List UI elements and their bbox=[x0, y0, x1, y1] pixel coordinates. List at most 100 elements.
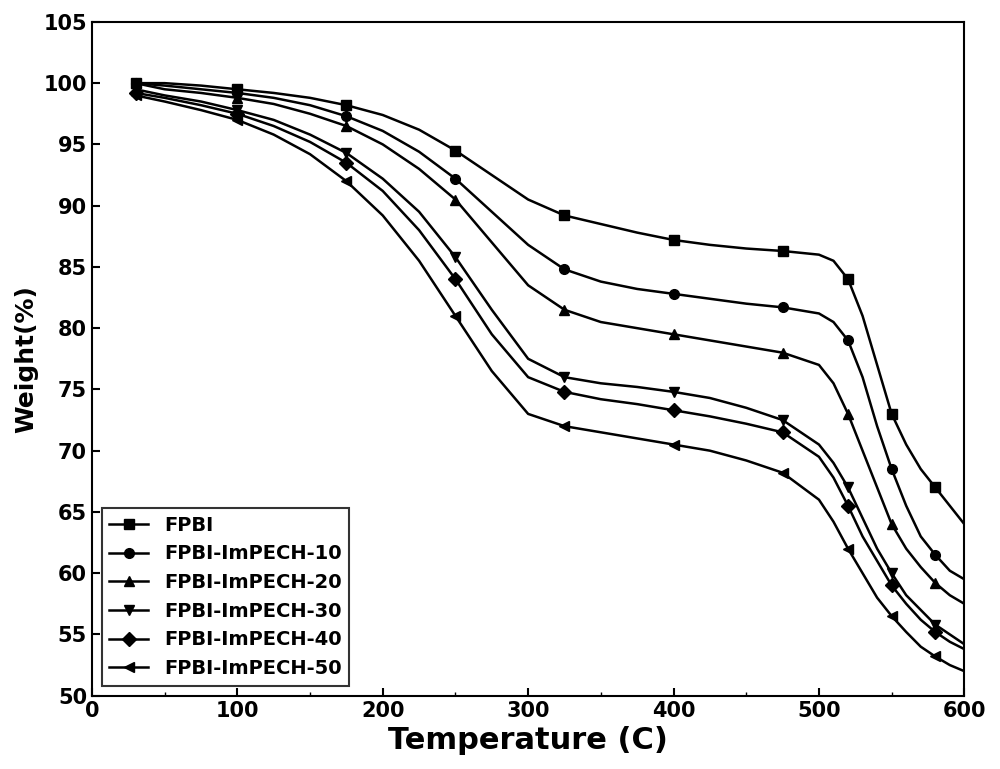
FPBI-ImPECH-20 bbox=[900, 544, 912, 554]
FPBI-ImPECH-50 bbox=[813, 495, 825, 504]
FPBI-ImPECH-20 bbox=[522, 281, 534, 290]
FPBI-ImPECH-50 bbox=[195, 105, 207, 115]
FPBI-ImPECH-30 bbox=[195, 97, 207, 106]
FPBI-ImPECH-10 bbox=[827, 318, 839, 327]
FPBI-ImPECH-10 bbox=[958, 574, 970, 584]
FPBI-ImPECH-30 bbox=[813, 440, 825, 449]
FPBI-ImPECH-50 bbox=[886, 611, 898, 621]
FPBI-ImPECH-40 bbox=[958, 644, 970, 654]
FPBI-ImPECH-10 bbox=[159, 81, 171, 90]
FPBI bbox=[944, 501, 956, 511]
FPBI-ImPECH-50 bbox=[595, 428, 607, 437]
FPBI-ImPECH-10 bbox=[631, 285, 643, 294]
FPBI bbox=[631, 228, 643, 237]
FPBI-ImPECH-20 bbox=[340, 122, 352, 131]
FPBI-ImPECH-50 bbox=[413, 256, 425, 265]
FPBI-ImPECH-20 bbox=[958, 599, 970, 608]
FPBI bbox=[827, 256, 839, 265]
FPBI-ImPECH-30 bbox=[558, 372, 570, 381]
FPBI bbox=[813, 250, 825, 259]
FPBI bbox=[668, 235, 680, 245]
FPBI-ImPECH-20 bbox=[915, 562, 927, 571]
FPBI-ImPECH-50 bbox=[842, 544, 854, 554]
FPBI-ImPECH-40 bbox=[377, 186, 389, 195]
FPBI-ImPECH-40 bbox=[944, 638, 956, 647]
FPBI-ImPECH-20 bbox=[813, 361, 825, 370]
FPBI-ImPECH-30 bbox=[668, 388, 680, 397]
FPBI-ImPECH-30 bbox=[631, 382, 643, 391]
FPBI-ImPECH-10 bbox=[842, 336, 854, 345]
FPBI-ImPECH-30 bbox=[595, 378, 607, 388]
FPBI bbox=[900, 440, 912, 449]
FPBI-ImPECH-40 bbox=[449, 275, 461, 284]
FPBI-ImPECH-50 bbox=[740, 456, 752, 465]
FPBI-ImPECH-20 bbox=[871, 483, 883, 492]
FPBI bbox=[886, 409, 898, 418]
FPBI-ImPECH-30 bbox=[857, 514, 869, 523]
FPBI-ImPECH-20 bbox=[413, 165, 425, 174]
FPBI-ImPECH-30 bbox=[740, 403, 752, 412]
FPBI-ImPECH-10 bbox=[857, 372, 869, 381]
FPBI-ImPECH-20 bbox=[929, 578, 941, 588]
FPBI-ImPECH-30 bbox=[304, 130, 316, 139]
FPBI-ImPECH-20 bbox=[231, 93, 243, 102]
FPBI-ImPECH-20 bbox=[449, 195, 461, 204]
FPBI-ImPECH-40 bbox=[740, 419, 752, 428]
FPBI-ImPECH-40 bbox=[195, 101, 207, 110]
FPBI-ImPECH-50 bbox=[900, 628, 912, 637]
FPBI-ImPECH-50 bbox=[340, 177, 352, 186]
FPBI-ImPECH-10 bbox=[595, 277, 607, 286]
FPBI-ImPECH-20 bbox=[377, 140, 389, 149]
FPBI-ImPECH-50 bbox=[958, 667, 970, 676]
FPBI bbox=[857, 311, 869, 321]
FPBI-ImPECH-20 bbox=[631, 324, 643, 333]
FPBI-ImPECH-50 bbox=[231, 115, 243, 125]
FPBI-ImPECH-20 bbox=[558, 305, 570, 315]
Y-axis label: Weight(%): Weight(%) bbox=[14, 285, 38, 433]
FPBI-ImPECH-50 bbox=[668, 440, 680, 449]
FPBI-ImPECH-30 bbox=[842, 483, 854, 492]
FPBI-ImPECH-50 bbox=[827, 517, 839, 526]
FPBI-ImPECH-50 bbox=[159, 97, 171, 106]
FPBI-ImPECH-20 bbox=[944, 591, 956, 600]
FPBI-ImPECH-40 bbox=[595, 394, 607, 404]
FPBI-ImPECH-50 bbox=[631, 434, 643, 443]
FPBI-ImPECH-10 bbox=[813, 309, 825, 318]
FPBI bbox=[558, 211, 570, 220]
FPBI-ImPECH-30 bbox=[871, 544, 883, 554]
FPBI-ImPECH-40 bbox=[842, 501, 854, 511]
FPBI-ImPECH-10 bbox=[486, 207, 498, 216]
FPBI-ImPECH-40 bbox=[231, 109, 243, 118]
FPBI-ImPECH-20 bbox=[195, 88, 207, 98]
FPBI-ImPECH-20 bbox=[857, 446, 869, 455]
FPBI-ImPECH-40 bbox=[827, 473, 839, 482]
FPBI-ImPECH-50 bbox=[857, 568, 869, 578]
FPBI bbox=[704, 240, 716, 249]
FPBI bbox=[195, 81, 207, 90]
FPBI-ImPECH-30 bbox=[268, 115, 280, 125]
FPBI-ImPECH-50 bbox=[304, 150, 316, 159]
FPBI-ImPECH-50 bbox=[704, 446, 716, 455]
FPBI-ImPECH-30 bbox=[929, 620, 941, 629]
FPBI-ImPECH-50 bbox=[871, 593, 883, 602]
FPBI bbox=[268, 88, 280, 98]
FPBI-ImPECH-40 bbox=[486, 330, 498, 339]
FPBI-ImPECH-30 bbox=[827, 458, 839, 468]
FPBI-ImPECH-20 bbox=[268, 99, 280, 108]
FPBI-ImPECH-40 bbox=[857, 532, 869, 541]
FPBI-ImPECH-10 bbox=[740, 299, 752, 308]
FPBI bbox=[130, 78, 142, 88]
FPBI-ImPECH-10 bbox=[304, 101, 316, 110]
FPBI-ImPECH-40 bbox=[558, 388, 570, 397]
FPBI-ImPECH-40 bbox=[413, 225, 425, 235]
FPBI-ImPECH-20 bbox=[827, 378, 839, 388]
FPBI bbox=[159, 78, 171, 88]
FPBI-ImPECH-50 bbox=[915, 642, 927, 651]
FPBI-ImPECH-30 bbox=[130, 85, 142, 94]
FPBI-ImPECH-20 bbox=[159, 85, 171, 94]
FPBI-ImPECH-30 bbox=[886, 568, 898, 578]
FPBI-ImPECH-40 bbox=[704, 411, 716, 421]
FPBI-ImPECH-10 bbox=[195, 85, 207, 94]
FPBI bbox=[915, 464, 927, 474]
FPBI-ImPECH-10 bbox=[413, 147, 425, 156]
